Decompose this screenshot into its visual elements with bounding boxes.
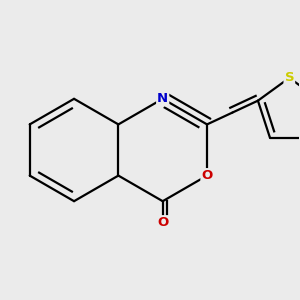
Text: S: S <box>284 71 294 84</box>
Text: O: O <box>201 169 213 182</box>
Text: O: O <box>157 216 168 229</box>
Text: N: N <box>157 92 168 105</box>
